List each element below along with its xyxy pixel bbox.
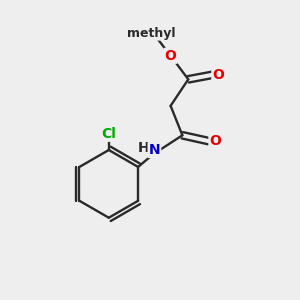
Text: O: O bbox=[165, 49, 176, 63]
Text: N: N bbox=[148, 143, 160, 157]
Text: O: O bbox=[209, 134, 221, 148]
Text: methyl: methyl bbox=[127, 27, 176, 40]
Text: H: H bbox=[138, 141, 149, 155]
Text: Cl: Cl bbox=[101, 127, 116, 141]
Text: O: O bbox=[212, 68, 224, 82]
